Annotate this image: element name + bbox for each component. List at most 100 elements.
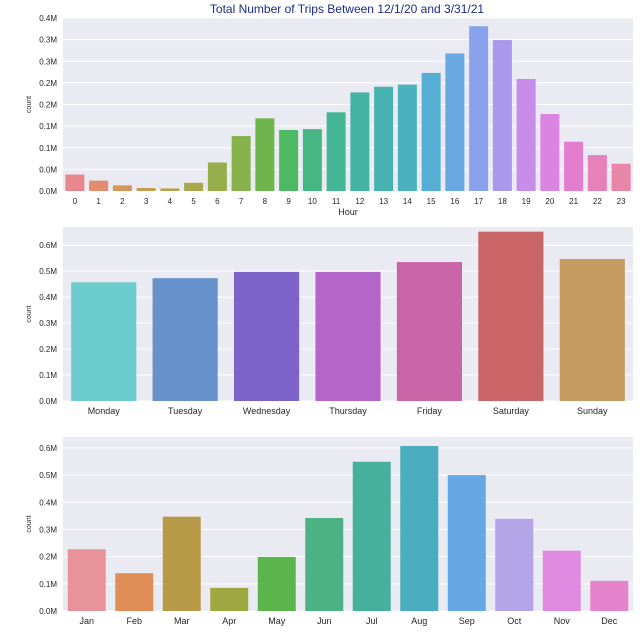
x-tick-label: 3 xyxy=(144,197,149,206)
x-tick-label: Sep xyxy=(459,616,475,626)
bar-sep xyxy=(447,475,486,611)
bar-thursday xyxy=(315,271,381,401)
bar-4 xyxy=(160,188,180,191)
x-tick-label: Tuesday xyxy=(168,406,203,416)
bar-12 xyxy=(350,92,370,191)
bar-jan xyxy=(67,549,106,611)
y-tick-label: 0.1M xyxy=(39,580,57,589)
bar-sunday xyxy=(559,258,625,401)
x-tick-label: May xyxy=(268,616,286,626)
bar-20 xyxy=(540,114,560,191)
x-tick-label: 1 xyxy=(96,197,101,206)
x-tick-label: 22 xyxy=(593,197,602,206)
bar-5 xyxy=(184,182,204,191)
bar-6 xyxy=(207,162,227,191)
bar-9 xyxy=(279,130,299,191)
y-tick-label: 0.2M xyxy=(39,553,57,562)
bar-wednesday xyxy=(234,271,300,401)
x-tick-label: 6 xyxy=(215,197,220,206)
bar-2 xyxy=(112,185,132,191)
y-axis-label: count xyxy=(26,305,33,322)
x-tick-label: Jul xyxy=(366,616,378,626)
y-tick-label: 0.0M xyxy=(39,607,57,616)
x-tick-label: 21 xyxy=(569,197,578,206)
bar-saturday xyxy=(478,231,544,401)
weekday-trips-chart: 0.0M 0.1M 0.2M 0.3M 0.4M 0.5M 0.6M Monday Tuesda… xyxy=(26,227,633,416)
x-tick-label: 10 xyxy=(308,197,317,206)
x-tick-label: Wednesday xyxy=(243,406,291,416)
bar-13 xyxy=(374,86,394,191)
hourly-trips-chart: 0.0M0.0M0.1M0.1M0.2M0.2M0.3M0.3M0.4M0 1 2 3… xyxy=(26,14,633,217)
y-tick-label: 0.4M xyxy=(39,14,57,23)
bar-15 xyxy=(421,72,441,191)
x-tick-label: 15 xyxy=(427,197,436,206)
x-tick-label: 14 xyxy=(403,197,412,206)
y-tick-label: 0.3M xyxy=(39,525,57,534)
x-tick-label: 4 xyxy=(168,197,173,206)
y-tick-label: 0.3M xyxy=(39,36,57,45)
bar-10 xyxy=(302,129,322,191)
bar-friday xyxy=(396,262,462,401)
y-tick-label: 0.5M xyxy=(39,471,57,480)
y-tick-label: 0.0M xyxy=(39,165,57,174)
x-tick-label: 17 xyxy=(474,197,483,206)
x-tick-label: 0 xyxy=(73,197,78,206)
x-tick-label: Apr xyxy=(222,616,236,626)
y-axis-label: count xyxy=(26,96,33,113)
monthly-trips-chart: 0.0M 0.1M 0.2M 0.3M 0.4M 0.5M 0.6M Jan Feb Mar Apr… xyxy=(26,437,633,626)
x-tick-label: 12 xyxy=(355,197,364,206)
y-tick-label: 0.1M xyxy=(39,144,57,153)
bar-1 xyxy=(89,180,109,191)
bar-jul xyxy=(352,461,391,611)
bar-nov xyxy=(542,550,581,611)
x-tick-label: 13 xyxy=(379,197,388,206)
chart-title: Total Number of Trips Between 12/1/20 an… xyxy=(210,2,484,16)
x-tick-label: Mar xyxy=(174,616,190,626)
x-tick-label: 16 xyxy=(450,197,459,206)
bar-18 xyxy=(492,40,512,192)
bar-11 xyxy=(326,112,346,191)
x-tick-label: Aug xyxy=(411,616,427,626)
x-tick-label: Saturday xyxy=(493,406,530,416)
bar-22 xyxy=(587,155,607,191)
y-tick-label: 0.6M xyxy=(39,444,57,453)
y-axis-label: count xyxy=(26,515,33,532)
x-tick-label: Sunday xyxy=(577,406,608,416)
x-tick-label: 19 xyxy=(522,197,531,206)
bar-23 xyxy=(611,163,631,191)
bar-tuesday xyxy=(152,278,218,401)
bar-jun xyxy=(305,518,344,611)
x-tick-label: Friday xyxy=(417,406,443,416)
bar-21 xyxy=(564,141,584,191)
bar-may xyxy=(257,556,296,611)
bar-aug xyxy=(400,445,439,611)
x-tick-label: Oct xyxy=(507,616,522,626)
bar-mar xyxy=(162,516,201,611)
bar-16 xyxy=(445,53,465,192)
y-tick-label: 0.2M xyxy=(39,101,57,110)
y-tick-label: 0.5M xyxy=(39,267,57,276)
bar-17 xyxy=(469,26,489,192)
x-tick-label: 23 xyxy=(617,197,626,206)
y-tick-label: 0.3M xyxy=(39,319,57,328)
bar-19 xyxy=(516,78,536,191)
plot-area xyxy=(63,437,633,611)
bar-14 xyxy=(397,84,417,191)
x-axis-label: Hour xyxy=(338,207,358,217)
x-tick-label: 18 xyxy=(498,197,507,206)
x-tick-label: 11 xyxy=(332,197,341,206)
bar-oct xyxy=(495,518,534,611)
y-tick-label: 0.1M xyxy=(39,371,57,380)
y-tick-label: 0.6M xyxy=(39,241,57,250)
bar-monday xyxy=(71,282,137,401)
x-tick-label: 5 xyxy=(191,197,196,206)
bar-feb xyxy=(115,573,154,611)
bar-7 xyxy=(231,136,251,191)
x-tick-label: Jun xyxy=(317,616,332,626)
x-tick-label: 7 xyxy=(239,197,244,206)
x-tick-label: Feb xyxy=(126,616,142,626)
y-tick-label: 0.0M xyxy=(39,187,57,196)
bar-0 xyxy=(65,174,85,191)
